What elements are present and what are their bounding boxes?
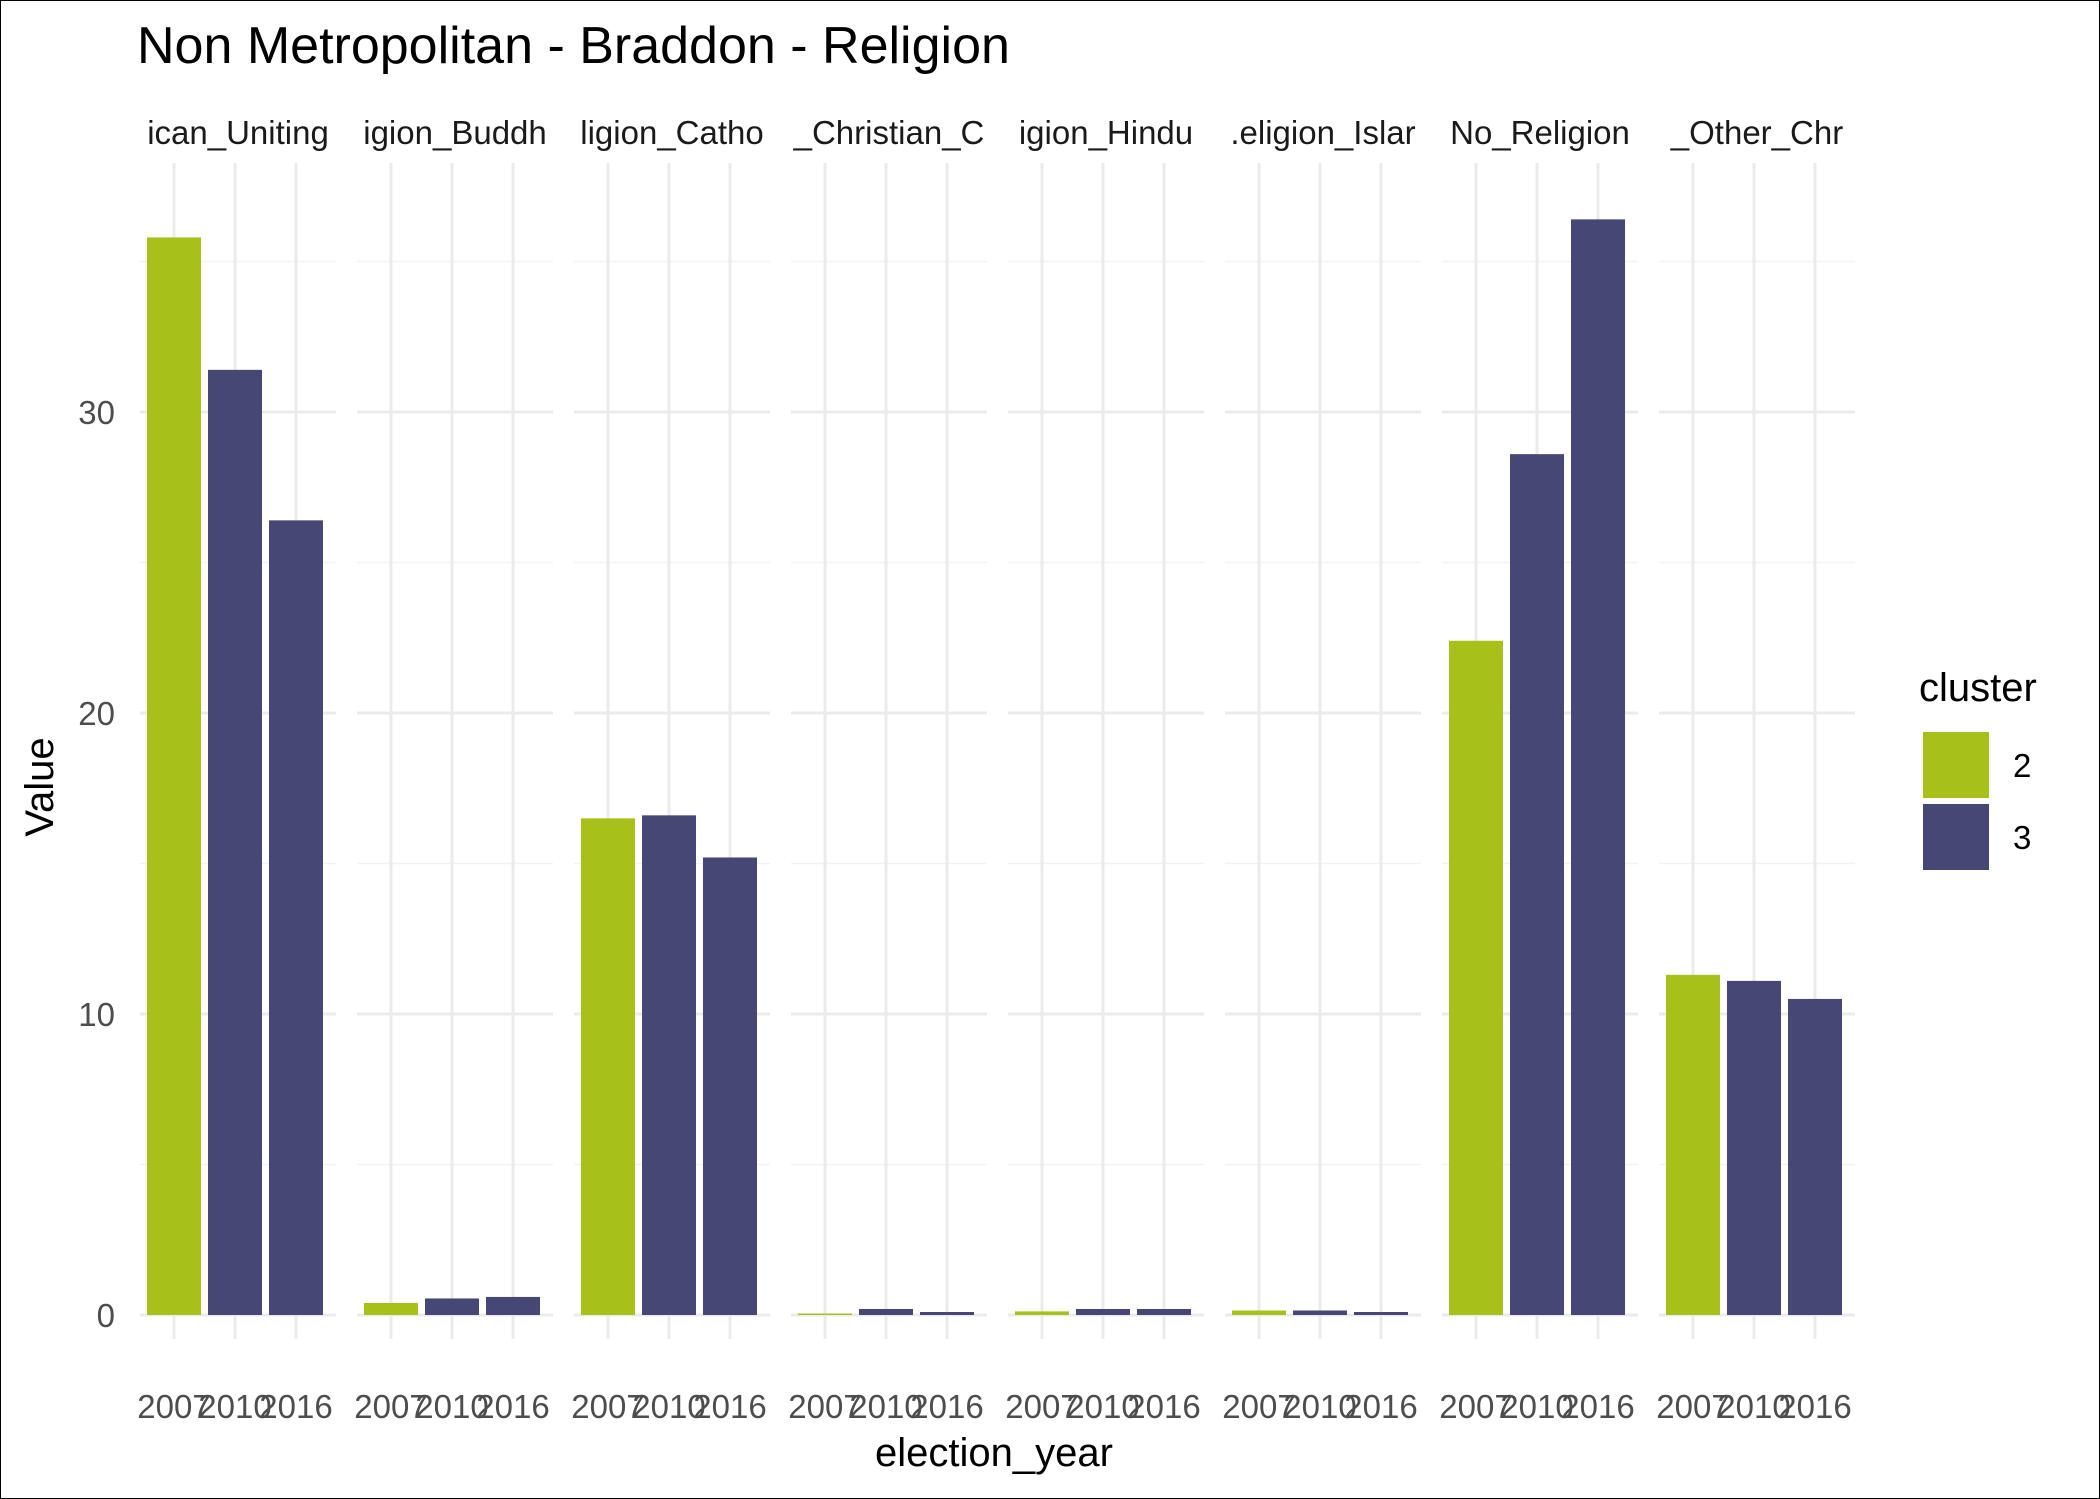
x-tick-label: 2007 <box>571 1388 644 1425</box>
bar <box>486 1296 540 1315</box>
bar <box>1232 1310 1286 1315</box>
legend-label: 3 <box>2013 819 2031 856</box>
bar <box>859 1308 913 1315</box>
x-tick-label: 2007 <box>1005 1388 1078 1425</box>
facet-strip-label: igion_Buddh <box>363 114 547 151</box>
bar <box>920 1311 974 1315</box>
x-tick-label: 2010 <box>632 1388 705 1425</box>
y-tick-label: 30 <box>78 394 115 431</box>
bar <box>1076 1308 1130 1315</box>
bar <box>1666 974 1720 1315</box>
x-tick-label: 2007 <box>788 1388 861 1425</box>
bar <box>364 1302 418 1315</box>
bar <box>1510 454 1564 1315</box>
facet-strip-label: ican_Uniting <box>147 114 329 151</box>
bar <box>1788 998 1842 1315</box>
bar <box>1137 1308 1191 1315</box>
facet-strip-label: igion_Hindu <box>1019 114 1193 151</box>
legend-title: cluster <box>1919 666 2037 710</box>
bar <box>208 369 262 1315</box>
x-axis-title: election_year <box>875 1431 1113 1475</box>
x-tick-label: 2010 <box>198 1388 271 1425</box>
bar <box>703 857 757 1315</box>
bar <box>269 520 323 1315</box>
x-tick-label: 2016 <box>910 1388 983 1425</box>
x-tick-label: 2007 <box>137 1388 210 1425</box>
x-tick-label: 2010 <box>1283 1388 1356 1425</box>
y-axis-title: Value <box>18 737 62 836</box>
x-tick-label: 2010 <box>849 1388 922 1425</box>
bar <box>1449 640 1503 1315</box>
x-tick-label: 2016 <box>693 1388 766 1425</box>
legend: cluster 2 3 <box>1919 666 2037 870</box>
facet-strip-label: _Other_Chr <box>1670 114 1843 151</box>
facet-strip-label: _Christian_C <box>793 114 985 151</box>
facet-panels: ican_Uniting200720102016igion_Buddh20072… <box>137 114 1855 1425</box>
x-tick-label: 2007 <box>354 1388 427 1425</box>
x-tick-label: 2010 <box>1066 1388 1139 1425</box>
bar <box>1293 1310 1347 1315</box>
x-tick-label: 2016 <box>1127 1388 1200 1425</box>
bar <box>1727 980 1781 1315</box>
facet-strip-label: ligion_Catho <box>580 114 763 151</box>
chart-title: Non Metropolitan - Braddon - Religion <box>137 17 1010 75</box>
bar <box>798 1313 852 1315</box>
legend-key <box>1923 732 1989 798</box>
y-tick-label: 10 <box>78 996 115 1033</box>
y-tick-label: 20 <box>78 695 115 732</box>
x-tick-label: 2007 <box>1222 1388 1295 1425</box>
facet-strip-label: No_Religion <box>1450 114 1630 151</box>
legend-key <box>1923 804 1989 870</box>
bar <box>581 818 635 1315</box>
legend-label: 2 <box>2013 747 2031 784</box>
bar <box>425 1298 479 1315</box>
x-tick-label: 2010 <box>1500 1388 1573 1425</box>
bar <box>1015 1311 1069 1315</box>
x-tick-label: 2016 <box>1561 1388 1634 1425</box>
x-tick-label: 2010 <box>1717 1388 1790 1425</box>
bar <box>642 815 696 1315</box>
bar <box>147 237 201 1315</box>
y-axis: 0 10 20 30 <box>78 394 115 1334</box>
x-tick-label: 2007 <box>1439 1388 1512 1425</box>
y-tick-label: 0 <box>97 1297 115 1334</box>
x-tick-label: 2016 <box>1344 1388 1417 1425</box>
bar <box>1571 219 1625 1316</box>
x-tick-label: 2016 <box>476 1388 549 1425</box>
x-tick-label: 2007 <box>1656 1388 1729 1425</box>
x-tick-label: 2016 <box>1778 1388 1851 1425</box>
bar <box>1354 1311 1408 1315</box>
facet-strip-label: .eligion_Islar <box>1230 114 1415 151</box>
x-tick-label: 2016 <box>259 1388 332 1425</box>
x-tick-label: 2010 <box>415 1388 488 1425</box>
